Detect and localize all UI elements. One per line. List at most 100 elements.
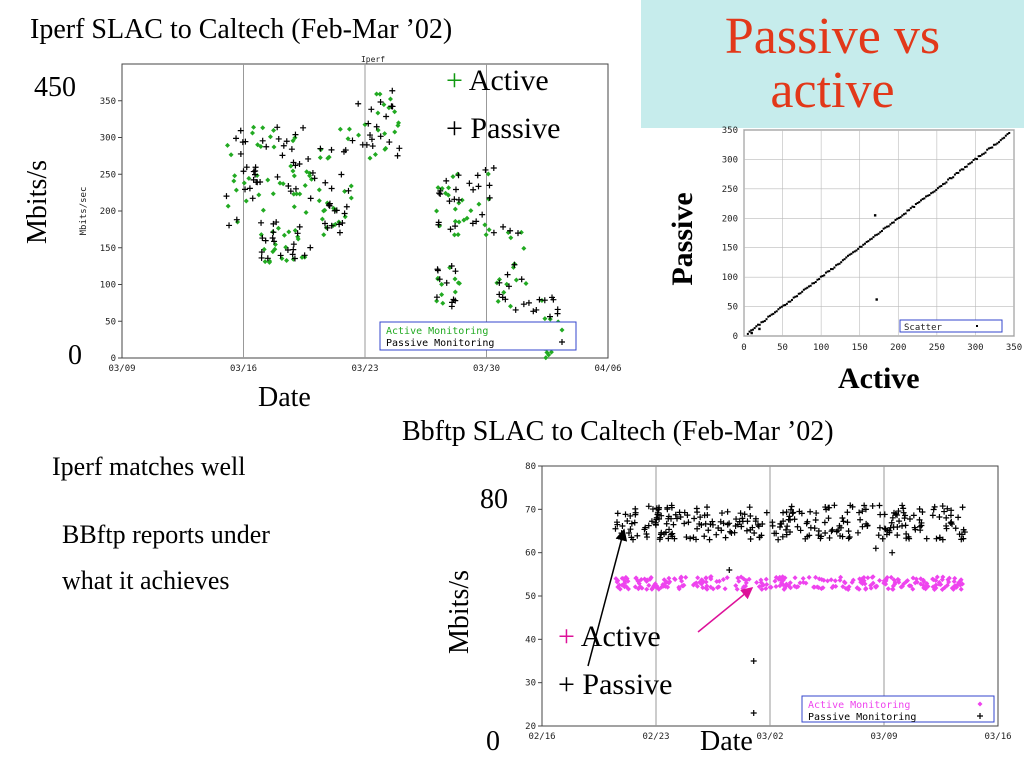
bbftp-point: [704, 504, 711, 511]
bbftp-point: [819, 577, 825, 583]
bbftp-point: [613, 576, 619, 582]
bbftp-point: [958, 577, 964, 583]
bbftp-point: [816, 585, 822, 591]
scatter-point: [942, 183, 945, 186]
arrow-active: [697, 587, 754, 633]
bbftp-heading: Bbftp SLAC to Caltech (Feb-Mar ’02): [402, 416, 834, 447]
iperf-point: [392, 129, 398, 135]
bbftp-point: [644, 577, 650, 583]
scatter-point: [777, 308, 780, 311]
scatter-point: [955, 172, 958, 175]
bbftp-point: [767, 584, 773, 590]
scatter-point: [860, 245, 863, 248]
scatter-point: [806, 286, 809, 289]
iperf-point: [455, 196, 462, 203]
scatter-point: [853, 250, 856, 253]
iperf-legend-passive-label: Passive: [470, 112, 561, 145]
iperf-point: [507, 303, 513, 309]
bbftp-point: [743, 527, 750, 534]
iperf-point: [468, 208, 474, 214]
scatter-point: [807, 285, 810, 288]
bbftp-point: [845, 585, 851, 591]
bbftp-point: [614, 510, 621, 517]
iperf-point: [372, 152, 378, 158]
scatter-point: [758, 323, 761, 326]
bbftp-point: [780, 577, 786, 583]
iperf-point: [452, 218, 458, 224]
bbftp-point: [916, 506, 923, 513]
scatter-point: [799, 292, 802, 295]
bbftp-point: [758, 577, 764, 583]
iperf-point: [225, 203, 231, 209]
scatter-point: [901, 214, 904, 217]
scatter-point: [965, 165, 968, 168]
iperf-point: [301, 252, 308, 259]
iperf-point: [486, 227, 492, 233]
bbftp-point: [628, 520, 635, 527]
scatter-point: [935, 188, 938, 191]
iperf-point: [273, 219, 280, 226]
bbftp-point: [701, 512, 708, 519]
scatter-point: [824, 271, 827, 274]
iperf-point: [518, 229, 524, 235]
bbftp-ytick-label: 60: [525, 549, 536, 559]
bbftp-point: [665, 584, 671, 590]
iperf-point: [518, 276, 525, 283]
scatter-point: [940, 185, 943, 188]
bbftp-point: [679, 583, 685, 589]
iperf-point: [341, 210, 348, 217]
bbftp-point: [699, 577, 705, 583]
bbftp-legend-marker: [977, 713, 983, 719]
iperf-point: [262, 259, 268, 265]
bbftp-legend-active: + Active: [558, 620, 661, 654]
iperf-heading: Iperf SLAC to Caltech (Feb-Mar ’02): [30, 14, 453, 45]
iperf-point: [251, 124, 257, 130]
bbftp-point: [890, 586, 896, 592]
iperf-point: [433, 294, 440, 301]
bbftp-point: [958, 536, 965, 543]
bbftp-point: [657, 534, 664, 541]
iperf-point: [512, 306, 519, 313]
iperf-point: [475, 183, 482, 190]
bbftp-point: [959, 581, 965, 587]
bbftp-point: [724, 575, 730, 581]
iperf-point: [490, 164, 497, 171]
bbftp-point: [789, 510, 796, 517]
bbftp-point: [684, 512, 691, 519]
iperf-point: [473, 218, 480, 225]
iperf-point: [511, 261, 518, 268]
scatter-point: [886, 225, 889, 228]
bbftp-point: [691, 515, 698, 522]
iperf-point: [237, 127, 244, 134]
bbftp-point: [818, 533, 825, 540]
iperf-point: [501, 289, 507, 295]
iperf-point: [451, 196, 458, 203]
bbftp-point: [787, 506, 794, 513]
iperf-point: [486, 182, 493, 189]
bbftp-point: [936, 534, 943, 541]
iperf-point: [275, 135, 282, 142]
scatter-point: [867, 240, 870, 243]
scatter-point: [964, 166, 967, 169]
bbftp-point: [890, 524, 897, 531]
scatter-point: [828, 270, 831, 273]
iperf-point: [377, 91, 383, 97]
scatter-ytick-label: 100: [722, 273, 738, 283]
bbftp-point: [676, 509, 683, 516]
bbftp-point: [821, 519, 828, 526]
bbftp-point: [709, 521, 716, 528]
bbftp-point: [844, 519, 851, 526]
bbftp-point: [787, 528, 793, 535]
scatter-point: [784, 303, 787, 306]
bbftp-point: [854, 529, 861, 536]
iperf-point: [279, 152, 286, 159]
iperf-point: [434, 298, 440, 304]
iperf-point: [302, 183, 308, 189]
bbftp-legend-passive: + Passive: [558, 668, 672, 702]
scatter-xtick-label: 50: [777, 343, 788, 353]
bbftp-point: [746, 504, 753, 511]
iperf-point: [243, 164, 250, 171]
iperf-point: [317, 155, 323, 161]
iperf-point: [368, 136, 375, 143]
bbftp-point: [643, 531, 650, 538]
